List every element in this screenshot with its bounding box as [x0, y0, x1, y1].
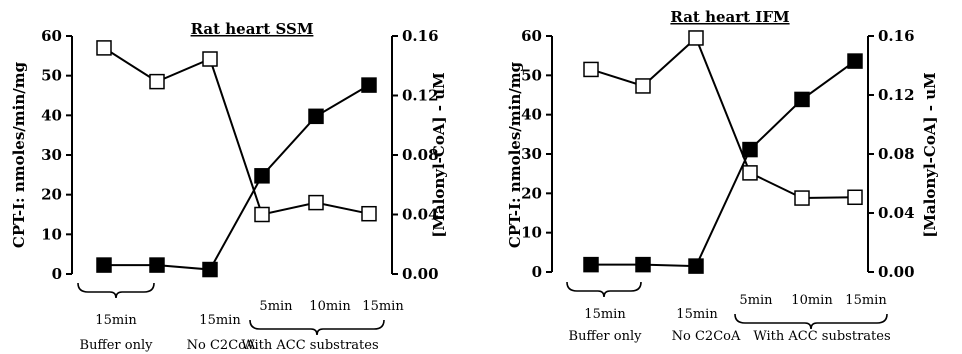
y-tick-label-left: 30: [41, 146, 62, 164]
y-tick-label-right: 0.12: [402, 87, 439, 105]
y-tick-label-left: 40: [41, 106, 62, 124]
y-tick-label-left: 10: [41, 225, 62, 243]
y-tick-label-left: 60: [521, 27, 542, 45]
y-tick-label-right: 0.04: [402, 206, 439, 224]
brace-acc-substrates: [734, 313, 888, 330]
condition-time-noc2: 15min: [199, 313, 241, 328]
data-point-filled-square: [583, 256, 599, 273]
y-tick-label-left: 50: [521, 66, 542, 84]
data-point-open-square: [635, 78, 651, 94]
chart-panel-ssm: Rat heart SSM 0 10 20 30 40 50 60 0.00 0.04 0.08 0.…: [10, 20, 448, 353]
condition-time-acc: 15min: [362, 299, 404, 314]
condition-time-buffer: 15min: [584, 307, 626, 322]
condition-time-buffer: 15min: [95, 313, 137, 328]
data-point-filled-square: [794, 91, 810, 108]
y-axis-label-right: [Malonyl-CoA] - uM: [430, 72, 448, 238]
condition-time-acc: 15min: [845, 293, 887, 308]
y-tick-label-left: 20: [521, 184, 542, 202]
condition-label-buffer: Buffer only: [80, 338, 154, 353]
brace-buffer-only: [77, 282, 155, 299]
condition-time-acc: 10min: [309, 299, 351, 314]
series-line: [104, 84, 370, 271]
data-point-open-square: [688, 30, 704, 46]
y-axis-label-left: CPT-I: nmoles/min/mg: [10, 61, 28, 248]
data-point-open-square: [583, 61, 599, 78]
series-line: [590, 36, 856, 200]
y-tick-label-right: 0.16: [878, 27, 915, 45]
brace-buffer-only: [566, 281, 642, 298]
condition-label-buffer: Buffer only: [569, 329, 643, 344]
y-tick-label-right: 0.00: [402, 265, 439, 283]
y-tick-label-left: 30: [521, 145, 542, 163]
y-axis-label-right: [Malonyl-CoA] - uM: [921, 72, 939, 238]
chart-panel-ifm: Rat heart IFM 0 10 20 30 40 50 60 0.00 0.04 0.08 0.…: [506, 8, 939, 344]
data-point-open-square: [361, 205, 377, 222]
y-tick-label-right: 0.08: [402, 146, 439, 164]
chart-title: Rat heart SSM: [191, 20, 314, 38]
data-point-open-square: [254, 206, 270, 223]
data-point-filled-square: [688, 258, 704, 274]
condition-label-acc: With ACC substrates: [241, 338, 378, 353]
brace-acc-substrates: [249, 319, 385, 336]
condition-time-acc: 5min: [259, 299, 293, 314]
y-tick-label-right: 0.16: [402, 27, 439, 45]
y-tick-label-left: 60: [41, 27, 62, 45]
data-point-open-square: [847, 189, 863, 206]
y-axis-label-left: CPT-I: nmoles/min/mg: [506, 61, 524, 248]
y-tick-label-left: 40: [521, 106, 542, 124]
data-point-filled-square: [847, 53, 863, 69]
y-tick-label-right: 0.00: [878, 263, 915, 281]
condition-time-acc: 5min: [739, 293, 773, 308]
y-tick-label-left: 50: [41, 67, 62, 85]
condition-label-acc: With ACC substrates: [753, 329, 890, 344]
series-line: [591, 60, 856, 268]
data-point-filled-square: [635, 256, 651, 273]
data-point-open-square: [308, 194, 324, 211]
condition-label-noc2: No C2CoA: [187, 338, 256, 353]
series-line: [103, 47, 370, 216]
data-point-filled-square: [254, 168, 270, 184]
data-point-open-square: [794, 190, 810, 206]
y-tick-label-right: 0.12: [878, 86, 915, 104]
condition-label-noc2: No C2CoA: [672, 329, 741, 344]
y-tick-label-right: 0.08: [878, 145, 915, 163]
data-point-open-square: [742, 165, 758, 181]
data-point-open-square: [202, 51, 218, 67]
data-point-filled-square: [96, 257, 112, 273]
data-point-open-square: [149, 73, 165, 90]
data-point-filled-square: [742, 141, 758, 158]
data-point-filled-square: [149, 257, 165, 273]
y-tick-label-right: 0.04: [878, 204, 915, 222]
data-point-filled-square: [361, 77, 377, 93]
data-point-open-square: [96, 40, 112, 56]
y-tick-label-left: 20: [41, 186, 62, 204]
data-point-filled-square: [202, 261, 218, 278]
y-tick-label-left: 0: [532, 263, 542, 281]
y-tick-label-left: 0: [52, 265, 62, 283]
chart-title: Rat heart IFM: [670, 8, 789, 26]
y-tick-label-left: 10: [521, 224, 542, 242]
condition-time-noc2: 15min: [676, 307, 718, 322]
condition-time-acc: 10min: [791, 293, 833, 308]
data-point-filled-square: [308, 108, 324, 125]
